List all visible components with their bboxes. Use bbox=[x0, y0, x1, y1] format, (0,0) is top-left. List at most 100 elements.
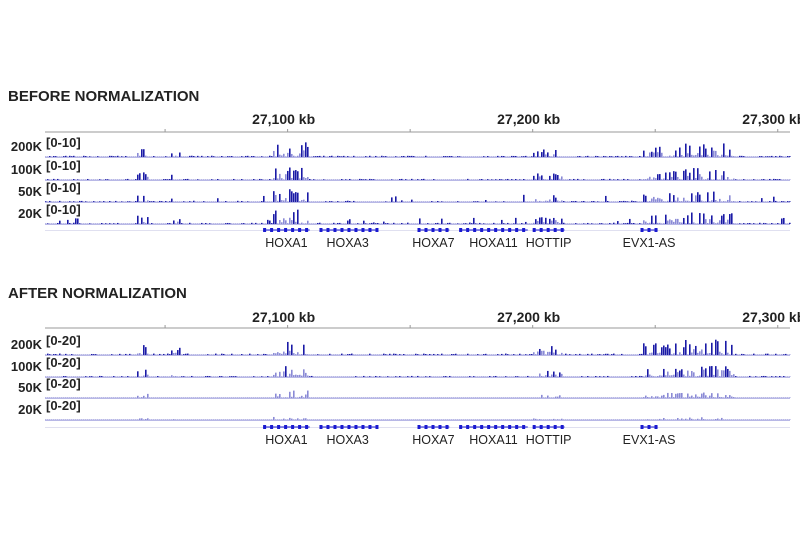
signal-bar bbox=[745, 223, 747, 224]
signal-bar bbox=[509, 179, 511, 180]
signal-bar bbox=[413, 223, 415, 224]
signal-bar bbox=[207, 201, 209, 202]
signal-bar bbox=[437, 419, 439, 420]
signal-bar bbox=[311, 354, 313, 355]
signal-bar bbox=[239, 397, 241, 398]
signal-bar bbox=[415, 376, 417, 377]
signal-bar bbox=[293, 212, 295, 224]
signal-bar bbox=[513, 376, 515, 377]
signal-bar bbox=[559, 372, 561, 377]
signal-bar bbox=[131, 376, 133, 377]
signal-bar bbox=[499, 179, 501, 180]
signal-bar bbox=[661, 152, 663, 157]
signal-bar bbox=[185, 353, 187, 355]
signal-bar bbox=[567, 354, 569, 355]
signal-bar bbox=[63, 179, 65, 180]
signal-bar bbox=[469, 397, 471, 398]
signal-bar bbox=[379, 201, 381, 202]
signal-bar bbox=[83, 179, 85, 180]
signal-bar bbox=[87, 223, 89, 224]
signal-bar bbox=[743, 376, 745, 377]
signal-bar bbox=[267, 179, 269, 180]
signal-bar bbox=[89, 223, 91, 224]
signal-bar bbox=[65, 376, 67, 377]
signal-bar bbox=[591, 201, 593, 202]
signal-bar bbox=[147, 393, 149, 398]
signal-bar bbox=[757, 354, 759, 355]
signal-bar bbox=[243, 201, 245, 202]
signal-bar bbox=[131, 223, 133, 224]
signal-bar bbox=[237, 354, 239, 355]
signal-bar bbox=[289, 189, 291, 202]
signal-bar bbox=[499, 397, 501, 398]
signal-bar bbox=[363, 375, 365, 377]
signal-bar bbox=[181, 201, 183, 202]
signal-bar bbox=[317, 222, 319, 224]
signal-bar bbox=[167, 397, 169, 398]
signal-bar bbox=[139, 376, 141, 377]
signal-bar bbox=[255, 354, 257, 355]
signal-bar bbox=[193, 354, 195, 355]
signal-bar bbox=[287, 152, 289, 157]
signal-bar bbox=[243, 397, 245, 398]
signal-bar bbox=[687, 419, 689, 420]
signal-bar bbox=[225, 223, 227, 224]
signal-bar bbox=[367, 397, 369, 398]
signal-bar bbox=[531, 179, 533, 180]
signal-bar bbox=[597, 354, 599, 355]
signal-bar bbox=[389, 353, 391, 355]
signal-bar bbox=[689, 201, 691, 202]
signal-bar bbox=[289, 350, 291, 355]
signal-bar bbox=[213, 419, 215, 420]
signal-bar bbox=[431, 179, 433, 180]
signal-bar bbox=[573, 201, 575, 202]
signal-bar bbox=[55, 201, 57, 202]
signal-bar bbox=[465, 223, 467, 224]
gene-exon bbox=[333, 425, 337, 429]
signal-bar bbox=[465, 397, 467, 398]
signal-bar bbox=[739, 397, 741, 398]
signal-bar bbox=[55, 354, 57, 355]
signal-bar bbox=[177, 221, 179, 224]
signal-bar bbox=[279, 173, 281, 180]
signal-bar bbox=[343, 179, 345, 180]
signal-bar bbox=[731, 419, 733, 420]
signal-bar bbox=[637, 179, 639, 180]
signal-bar bbox=[339, 354, 341, 355]
signal-bar bbox=[463, 156, 465, 157]
signal-bar bbox=[565, 201, 567, 202]
signal-bar bbox=[465, 179, 467, 180]
signal-bar bbox=[399, 397, 401, 398]
signal-bar bbox=[409, 223, 411, 224]
signal-bar bbox=[505, 223, 507, 224]
signal-bar bbox=[205, 376, 207, 377]
signal-bar bbox=[55, 223, 57, 224]
signal-bar bbox=[709, 156, 711, 157]
signal-bar bbox=[617, 419, 619, 420]
signal-bar bbox=[479, 201, 481, 202]
signal-bar bbox=[721, 353, 723, 355]
signal-bar bbox=[243, 419, 245, 420]
signal-bar bbox=[721, 370, 723, 377]
signal-bar bbox=[457, 223, 459, 224]
signal-bar bbox=[203, 419, 205, 420]
signal-bar bbox=[377, 222, 379, 224]
signal-bar bbox=[597, 419, 599, 420]
signal-bar bbox=[405, 156, 407, 157]
signal-bar bbox=[109, 419, 111, 420]
signal-bar bbox=[79, 179, 81, 180]
signal-bar bbox=[649, 176, 651, 180]
signal-bar bbox=[513, 397, 515, 398]
signal-bar bbox=[589, 201, 591, 202]
signal-bar bbox=[421, 376, 423, 377]
signal-bar bbox=[625, 201, 627, 202]
signal-bar bbox=[295, 374, 297, 377]
signal-bar bbox=[273, 191, 275, 202]
gene-exon bbox=[347, 425, 351, 429]
signal-bar bbox=[741, 376, 743, 377]
signal-bar bbox=[663, 345, 665, 355]
signal-bar bbox=[405, 376, 407, 377]
signal-bar bbox=[699, 351, 701, 355]
signal-bar bbox=[733, 419, 735, 420]
signal-bar bbox=[309, 156, 311, 157]
